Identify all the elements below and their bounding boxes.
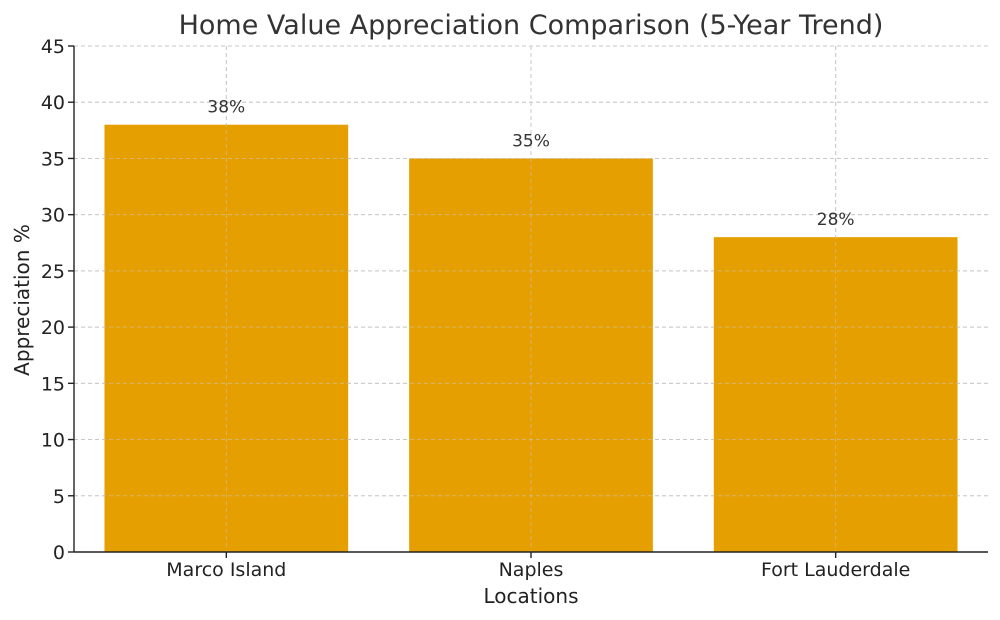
y-tick-label: 5 [53, 486, 65, 508]
y-tick-label: 15 [41, 373, 65, 395]
y-tick-label: 35 [41, 148, 65, 170]
bar-value-label: 38% [207, 98, 245, 118]
bar-value-label: 35% [512, 131, 550, 151]
bar-value-label: 28% [817, 210, 855, 230]
chart-title: Home Value Appreciation Comparison (5-Ye… [179, 10, 884, 41]
x-axis-label: Locations [483, 584, 578, 608]
axes [68, 45, 988, 558]
y-tick-label: 0 [53, 542, 65, 564]
bars [74, 45, 988, 552]
y-axis-label: Appreciation % [10, 224, 34, 376]
y-tick-label: 40 [41, 92, 65, 114]
labels: 0 5 10 15 20 25 30 35 40 45 38% 35% 28% Marco Island N… [41, 36, 911, 581]
x-tick-label: Naples [499, 559, 564, 581]
y-tick-label: 25 [41, 261, 65, 283]
bar [713, 237, 958, 552]
y-tick-label: 30 [41, 205, 65, 227]
y-tick-label: 45 [41, 36, 65, 58]
x-tick-label: Fort Lauderdale [761, 559, 910, 581]
y-tick-label: 10 [41, 430, 65, 452]
y-tick-label: 20 [41, 317, 65, 339]
x-tick-label: Marco Island [166, 559, 286, 581]
